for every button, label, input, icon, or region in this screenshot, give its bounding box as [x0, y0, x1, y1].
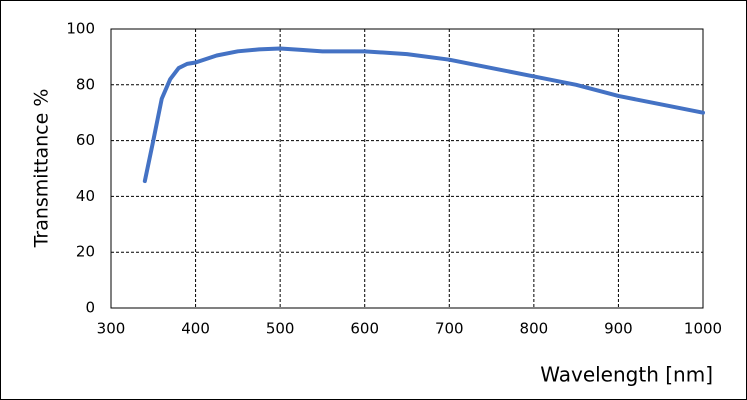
x-tick-label: 1000 [684, 320, 722, 338]
x-tick-label: 900 [604, 320, 633, 338]
y-tick-label: 60 [76, 131, 95, 149]
plot-border [110, 28, 704, 309]
x-tick-label: 700 [435, 320, 464, 338]
y-tick-label: 0 [85, 299, 95, 317]
line-series [142, 46, 705, 184]
y-tick-label: 100 [66, 20, 95, 38]
x-tick-label: 800 [520, 320, 549, 338]
x-tick-label: 300 [97, 320, 126, 338]
x-tick-label: 600 [350, 320, 379, 338]
x-axis-title: Wavelength [nm] [540, 363, 713, 387]
y-tick-label: 20 [76, 243, 95, 261]
x-tick-label: 500 [266, 320, 295, 338]
y-tick-label: 40 [76, 187, 95, 205]
y-axis-title: Transmittance % [31, 89, 53, 249]
y-tick-label: 80 [76, 75, 95, 93]
x-tick-label: 400 [181, 320, 210, 338]
